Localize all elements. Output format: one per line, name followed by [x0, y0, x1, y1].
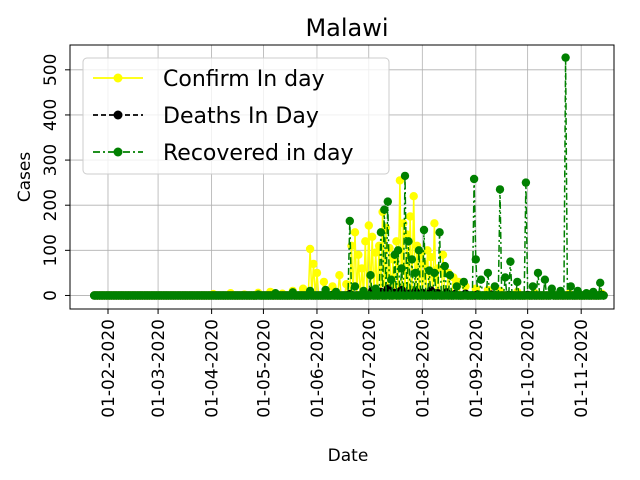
- data-point: [459, 277, 468, 287]
- plot-frame: [69, 44, 615, 310]
- legend-label: Confirm In day: [163, 67, 325, 92]
- data-point: [426, 252, 436, 262]
- data-point: [399, 219, 408, 228]
- data-point: [452, 282, 461, 291]
- data-point: [345, 216, 354, 226]
- data-point: [506, 257, 515, 266]
- x-tick-label: 01-11-2020: [572, 319, 592, 418]
- x-tick-label: 01-03-2020: [149, 319, 169, 418]
- data-point: [476, 275, 486, 284]
- data-point: [387, 275, 396, 284]
- data-point: [423, 246, 432, 255]
- legend-item: Recovered in day: [93, 141, 354, 166]
- data-point: [445, 271, 455, 280]
- data-point: [342, 280, 351, 289]
- x-tick-label: 01-07-2020: [360, 319, 380, 418]
- data-point: [596, 278, 605, 287]
- data-point: [540, 275, 550, 284]
- x-axis-label: Date: [328, 446, 369, 466]
- data-point: [561, 53, 570, 62]
- legend-label: Recovered in day: [163, 141, 354, 166]
- x-tick-label: 01-02-2020: [99, 319, 119, 418]
- legend-label: Deaths In Day: [163, 104, 319, 129]
- chart-title: Malawi: [305, 14, 388, 42]
- y-tick-label: 200: [41, 189, 61, 221]
- data-point: [397, 264, 406, 273]
- data-point: [414, 246, 424, 255]
- data-point: [400, 171, 410, 181]
- legend-item: Confirm In day: [93, 67, 325, 92]
- data-point: [566, 282, 575, 291]
- data-point: [361, 237, 370, 246]
- data-point: [501, 273, 510, 282]
- data-point: [312, 268, 322, 278]
- data-point: [371, 284, 380, 293]
- x-tick-label: 01-08-2020: [413, 319, 433, 418]
- data-point: [419, 259, 429, 269]
- data-point: [368, 232, 377, 241]
- data-point: [404, 237, 413, 246]
- data-point: [599, 291, 608, 300]
- y-tick-label: 0: [41, 290, 61, 301]
- data-point: [309, 259, 318, 269]
- data-point: [393, 246, 403, 255]
- data-point: [513, 277, 522, 287]
- data-point: [383, 197, 392, 206]
- data-point: [380, 205, 389, 214]
- data-point: [350, 228, 360, 237]
- data-point: [430, 219, 439, 228]
- data-point: [350, 282, 360, 291]
- y-axis-ticks: 0 100 200 300 400 500: [41, 54, 70, 301]
- data-point: [371, 248, 380, 257]
- y-tick-label: 500: [41, 54, 61, 86]
- legend-marker: [113, 110, 123, 120]
- legend-item: Deaths In Day: [93, 104, 319, 129]
- data-point: [335, 271, 344, 280]
- data-point: [440, 261, 449, 271]
- y-tick-label: 300: [41, 144, 61, 176]
- legend-marker: [113, 73, 123, 83]
- x-tick-label: 01-05-2020: [254, 319, 274, 418]
- series-layer: [90, 53, 608, 300]
- data-point: [435, 228, 444, 237]
- x-tick-label: 01-10-2020: [519, 319, 539, 418]
- data-point: [483, 268, 493, 278]
- data-point: [411, 268, 420, 278]
- data-point: [402, 230, 411, 239]
- data-point: [469, 174, 479, 184]
- data-point: [392, 237, 401, 246]
- legend: Confirm In day Deaths In Day Recovered in …: [82, 57, 390, 175]
- data-point: [521, 178, 531, 187]
- data-point: [366, 271, 375, 280]
- data-point: [528, 282, 537, 291]
- data-point: [490, 282, 499, 291]
- data-point: [409, 192, 418, 201]
- data-point: [364, 221, 373, 230]
- y-axis-label: Cases: [15, 152, 35, 203]
- legend-box: [82, 57, 390, 175]
- y-tick-label: 100: [41, 234, 61, 266]
- data-point: [305, 244, 315, 254]
- y-tick-label: 400: [41, 99, 61, 131]
- data-point: [406, 212, 415, 221]
- x-tick-label: 01-09-2020: [467, 319, 487, 418]
- data-point: [419, 225, 429, 235]
- x-tick-label: 01-06-2020: [308, 319, 328, 418]
- data-point: [376, 228, 386, 237]
- data-point: [533, 268, 543, 278]
- data-point: [407, 255, 417, 264]
- data-point: [357, 264, 367, 273]
- x-tick-label: 01-04-2020: [203, 319, 223, 418]
- data-point: [471, 255, 480, 264]
- data-point: [319, 277, 329, 287]
- x-axis-ticks: 01-02-2020 01-03-2020 01-04-2020 01-05-2020…: [99, 309, 592, 418]
- data-point: [547, 284, 556, 293]
- data-point: [495, 185, 505, 194]
- data-point: [298, 284, 308, 293]
- legend-marker: [113, 147, 123, 157]
- data-point: [354, 250, 363, 259]
- data-point: [430, 268, 439, 278]
- series-2: [90, 53, 608, 300]
